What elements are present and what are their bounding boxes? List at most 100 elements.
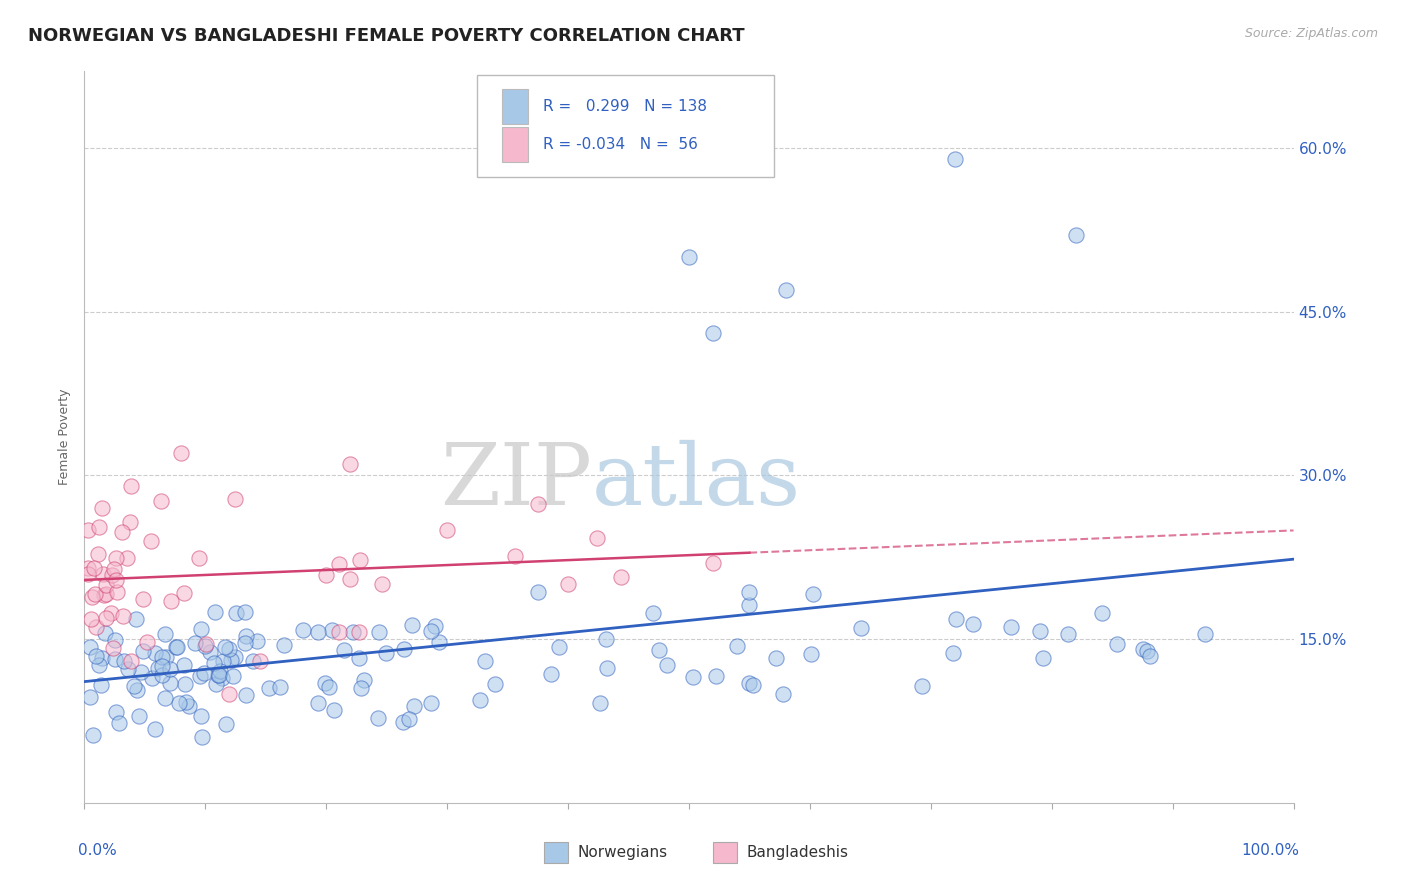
- Point: [207, 668, 229, 682]
- Point: [120, 479, 142, 493]
- Point: [738, 584, 761, 599]
- Text: R = -0.034   N =  56: R = -0.034 N = 56: [543, 137, 697, 152]
- Point: [131, 644, 153, 658]
- Point: [193, 666, 215, 681]
- Point: [1107, 636, 1129, 650]
- Point: [80, 590, 103, 604]
- Text: 100.0%: 100.0%: [1241, 843, 1299, 858]
- Point: [96, 610, 118, 624]
- Point: [224, 491, 246, 506]
- Point: [339, 572, 361, 586]
- Point: [307, 696, 329, 710]
- Point: [609, 569, 631, 583]
- Point: [315, 567, 337, 582]
- Point: [87, 520, 110, 534]
- Point: [682, 670, 704, 684]
- Point: [419, 696, 441, 710]
- Point: [79, 640, 101, 655]
- Point: [741, 678, 763, 692]
- Point: [911, 680, 934, 694]
- Text: R =   0.299   N = 138: R = 0.299 N = 138: [543, 99, 707, 114]
- Point: [1132, 641, 1154, 656]
- Point: [540, 667, 562, 681]
- Point: [425, 619, 447, 633]
- Point: [100, 568, 122, 582]
- Point: [1090, 607, 1112, 621]
- Point: [82, 728, 104, 742]
- Point: [246, 634, 269, 648]
- Text: ZIP: ZIP: [440, 440, 592, 523]
- Point: [557, 577, 579, 591]
- Point: [173, 658, 195, 673]
- Point: [427, 635, 450, 649]
- Point: [945, 612, 967, 626]
- Point: [375, 646, 398, 660]
- Point: [117, 551, 139, 566]
- Point: [111, 524, 134, 539]
- Point: [153, 691, 176, 706]
- Point: [125, 682, 148, 697]
- Point: [595, 632, 617, 647]
- Point: [349, 624, 371, 639]
- Text: Source: ZipAtlas.com: Source: ZipAtlas.com: [1244, 27, 1378, 40]
- Point: [89, 658, 111, 673]
- Point: [214, 640, 236, 654]
- Point: [143, 647, 166, 661]
- Point: [527, 585, 550, 599]
- Point: [738, 676, 761, 690]
- Point: [87, 547, 110, 561]
- Point: [94, 625, 117, 640]
- Point: [420, 624, 443, 638]
- Point: [212, 654, 235, 668]
- Point: [402, 698, 425, 713]
- Point: [526, 497, 548, 511]
- Point: [342, 624, 364, 639]
- Point: [218, 687, 240, 701]
- Point: [349, 650, 371, 665]
- Point: [150, 649, 173, 664]
- Text: NORWEGIAN VS BANGLADESHI FEMALE POVERTY CORRELATION CHART: NORWEGIAN VS BANGLADESHI FEMALE POVERTY …: [28, 27, 745, 45]
- Point: [84, 648, 107, 663]
- Point: [503, 549, 526, 563]
- Point: [194, 639, 217, 653]
- Point: [149, 494, 172, 508]
- Point: [166, 640, 188, 655]
- Point: [177, 699, 200, 714]
- Point: [641, 607, 664, 621]
- Point: [165, 640, 187, 655]
- Point: [105, 585, 128, 599]
- Point: [190, 623, 212, 637]
- Bar: [544, 842, 568, 863]
- Point: [235, 629, 257, 643]
- Point: [1028, 624, 1050, 639]
- Point: [323, 703, 346, 717]
- Point: [702, 556, 724, 570]
- Point: [585, 531, 607, 545]
- Point: [224, 650, 246, 665]
- Point: [77, 524, 100, 538]
- Point: [436, 523, 458, 537]
- Point: [150, 659, 173, 673]
- Point: [401, 618, 423, 632]
- Bar: [502, 127, 529, 162]
- Point: [235, 606, 257, 620]
- Point: [120, 654, 142, 668]
- Point: [1136, 644, 1159, 658]
- Point: [242, 654, 264, 668]
- Point: [321, 624, 343, 638]
- Point: [219, 653, 242, 667]
- Y-axis label: Female Poverty: Female Poverty: [58, 389, 72, 485]
- Point: [765, 651, 787, 665]
- Point: [368, 624, 391, 639]
- Point: [198, 645, 221, 659]
- Point: [170, 446, 193, 460]
- Point: [101, 641, 124, 656]
- Point: [269, 680, 291, 694]
- Point: [222, 668, 245, 682]
- Point: [328, 557, 350, 571]
- Point: [548, 640, 571, 655]
- Point: [1032, 651, 1054, 665]
- Point: [596, 661, 619, 675]
- Point: [93, 588, 115, 602]
- Point: [159, 662, 181, 676]
